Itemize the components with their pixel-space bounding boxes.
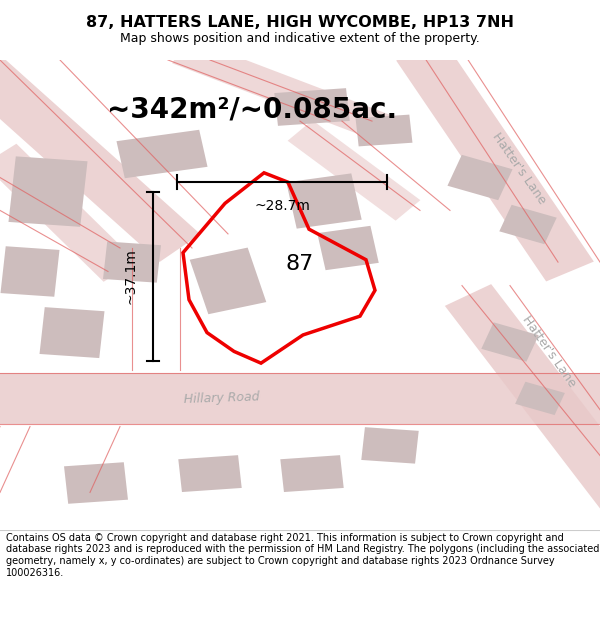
Polygon shape: [0, 144, 136, 282]
Polygon shape: [40, 307, 104, 358]
Text: Contains OS data © Crown copyright and database right 2021. This information is : Contains OS data © Crown copyright and d…: [6, 533, 599, 578]
Polygon shape: [280, 455, 344, 492]
Text: Map shows position and indicative extent of the property.: Map shows position and indicative extent…: [120, 32, 480, 45]
Polygon shape: [274, 88, 350, 126]
Polygon shape: [515, 382, 565, 415]
Polygon shape: [0, 46, 200, 262]
Polygon shape: [356, 114, 412, 146]
Polygon shape: [116, 130, 208, 178]
Polygon shape: [481, 322, 539, 362]
Text: Hatter's Lane: Hatter's Lane: [520, 313, 578, 389]
Polygon shape: [396, 41, 594, 281]
Polygon shape: [286, 173, 362, 229]
Text: Hillary Road: Hillary Road: [184, 391, 260, 406]
FancyBboxPatch shape: [0, 60, 600, 530]
Text: Hatter's Lane: Hatter's Lane: [490, 130, 548, 206]
Polygon shape: [178, 455, 242, 492]
Polygon shape: [172, 38, 398, 143]
Polygon shape: [190, 248, 266, 314]
Text: 87, HATTERS LANE, HIGH WYCOMBE, HP13 7NH: 87, HATTERS LANE, HIGH WYCOMBE, HP13 7NH: [86, 15, 514, 30]
Polygon shape: [103, 241, 161, 282]
Polygon shape: [8, 156, 88, 227]
Polygon shape: [1, 246, 59, 297]
Polygon shape: [64, 462, 128, 504]
Polygon shape: [445, 284, 600, 518]
Text: ~28.7m: ~28.7m: [254, 199, 310, 212]
Text: ~37.1m: ~37.1m: [124, 248, 138, 304]
Text: ~342m²/~0.085ac.: ~342m²/~0.085ac.: [107, 96, 397, 123]
Polygon shape: [361, 427, 419, 464]
Polygon shape: [499, 205, 557, 244]
Polygon shape: [0, 372, 600, 424]
Polygon shape: [317, 226, 379, 270]
Text: 87: 87: [286, 254, 314, 274]
Polygon shape: [287, 120, 421, 221]
Polygon shape: [448, 155, 512, 200]
